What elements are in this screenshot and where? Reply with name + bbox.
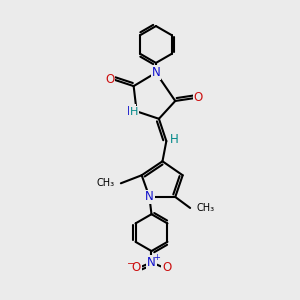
Text: N: N xyxy=(145,190,154,203)
Text: H: H xyxy=(130,107,139,117)
Text: CH₃: CH₃ xyxy=(96,178,114,188)
Text: N: N xyxy=(147,256,156,269)
Text: +: + xyxy=(153,254,160,262)
Text: H: H xyxy=(169,133,178,146)
Text: N: N xyxy=(126,105,135,118)
Text: −: − xyxy=(127,259,135,269)
Text: CH₃: CH₃ xyxy=(197,203,215,213)
Text: O: O xyxy=(194,92,203,104)
Text: O: O xyxy=(131,261,141,274)
Text: O: O xyxy=(162,261,172,274)
Text: O: O xyxy=(105,73,115,86)
Text: N: N xyxy=(152,66,160,79)
